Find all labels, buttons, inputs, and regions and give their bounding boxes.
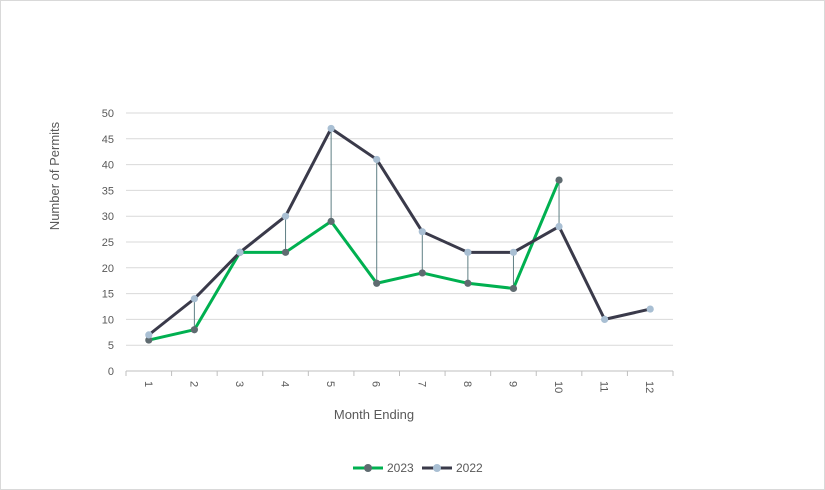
x-tick-label: 2 [187,381,199,387]
x-tick-label: 3 [233,381,245,387]
x-tick-label: 11 [598,381,610,392]
data-point-2022 [418,228,426,236]
y-tick-label: 40 [102,160,114,172]
data-point-2023 [281,248,290,256]
legend-marker-2023 [364,464,372,472]
y-tick-label: 35 [102,185,114,197]
y-tick-label: 20 [102,263,114,275]
x-axis-title: Month Ending [334,407,414,422]
data-point-2023 [555,176,563,184]
y-axis-title: Number of Permits [47,121,62,230]
x-tick-label: 10 [552,381,564,393]
y-tick-label: 5 [108,340,114,352]
data-point-2022 [373,155,381,164]
data-point-2023 [327,217,335,225]
data-point-2023 [418,269,426,277]
y-tick-label: 15 [102,289,114,301]
y-tick-label: 0 [108,366,114,378]
x-tick-label: 5 [324,381,336,387]
data-point-2022 [646,305,654,313]
x-tick-label: 9 [506,381,518,387]
data-point-2023 [145,336,153,344]
y-tick-label: 30 [102,211,114,223]
legend: 2023 2022 [353,461,483,475]
series [145,124,654,344]
data-point-2022 [555,222,563,231]
data-point-2022 [464,248,472,256]
x-tick-label: 8 [461,381,473,387]
x-tick-label: 7 [415,381,427,387]
drop-lines [148,128,560,341]
legend-item-2022: 2022 [422,461,483,475]
data-point-2022 [236,248,244,256]
legend-label-2022: 2022 [456,461,483,475]
data-point-2022 [509,248,518,256]
legend-item-2023: 2023 [353,461,414,475]
legend-marker-2022 [433,464,441,472]
data-point-2023 [373,279,381,287]
data-point-2022 [327,124,335,133]
data-point-2023 [190,326,198,334]
x-tick-label: 12 [643,381,655,393]
data-point-2022 [145,331,153,339]
legend-label-2023: 2023 [387,461,414,475]
x-tick-label: 4 [279,381,291,387]
y-tick-label: 50 [102,108,114,120]
data-point-2022 [281,212,290,220]
series-line-2022 [147,126,652,337]
y-tick-label: 25 [102,237,114,249]
data-point-2023 [509,284,518,293]
x-tick-label: 1 [142,381,154,387]
x-tick-label: 6 [370,381,382,387]
series-line-2023 [147,178,561,342]
data-point-2022 [601,315,609,323]
y-tick-label: 10 [102,314,114,326]
gridlines [126,112,673,346]
data-point-2023 [464,279,472,287]
y-tick-label: 45 [102,134,114,146]
data-point-2022 [190,295,198,303]
